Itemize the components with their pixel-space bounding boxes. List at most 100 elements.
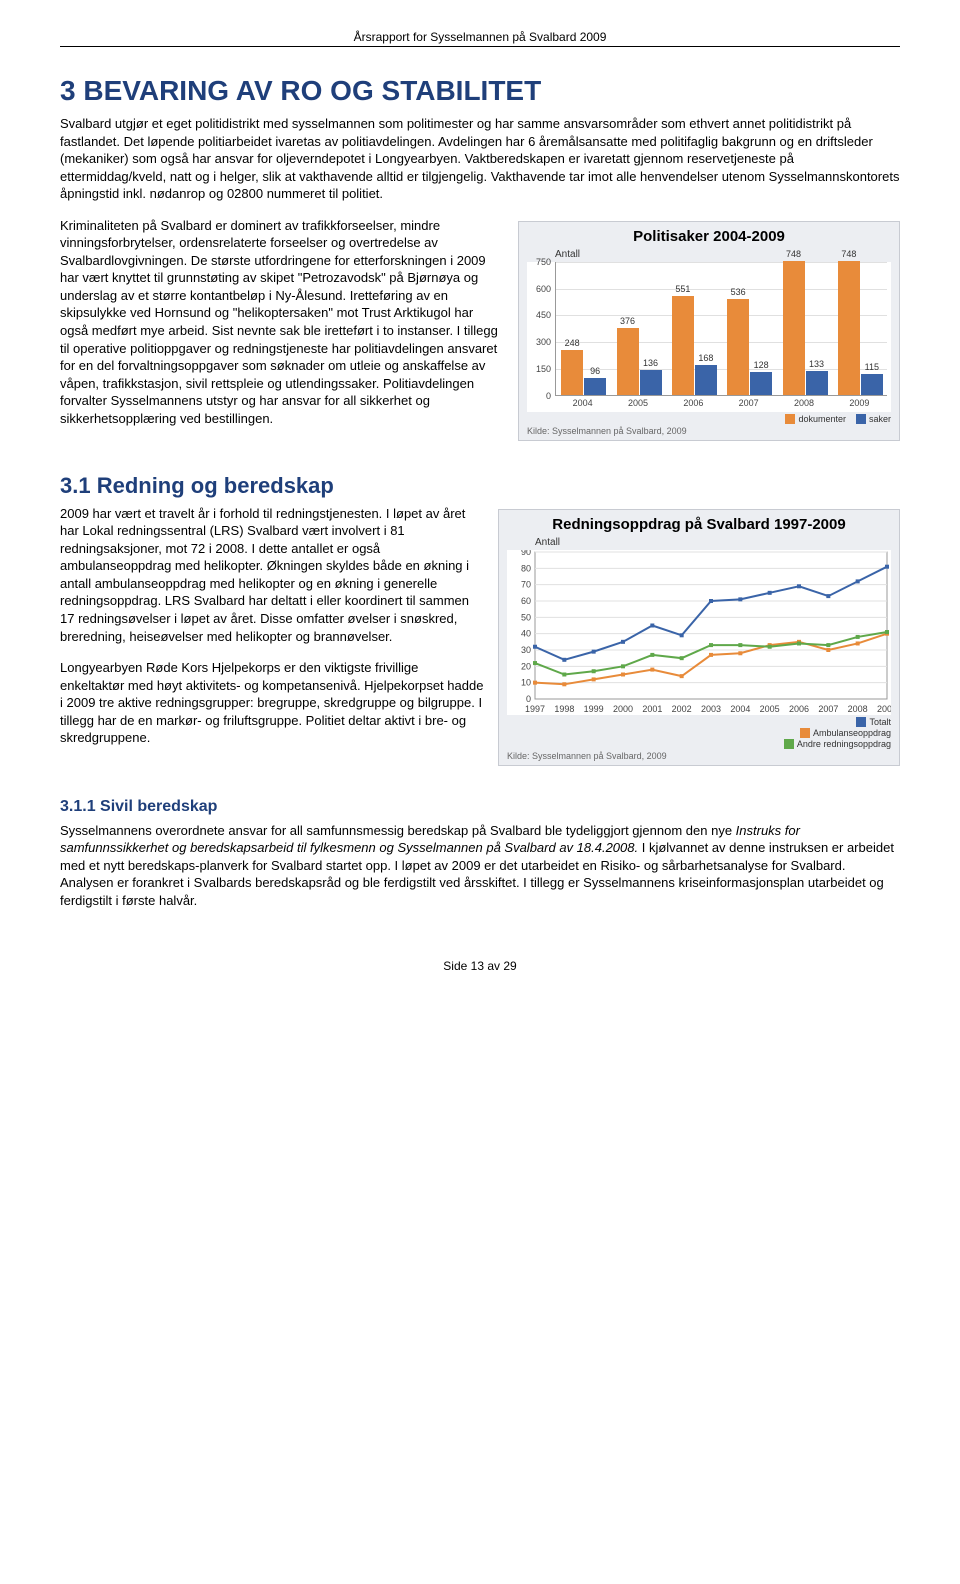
chart1-bar: 376 bbox=[617, 328, 639, 395]
chart1-bar: 748 bbox=[838, 261, 860, 395]
chart2-marker bbox=[562, 672, 566, 676]
chart1-xtick: 2006 bbox=[683, 398, 703, 408]
chart2-xtick: 2002 bbox=[672, 704, 692, 714]
chart1-xtick: 2009 bbox=[849, 398, 869, 408]
page-footer: Side 13 av 29 bbox=[60, 959, 900, 973]
chart2-marker bbox=[562, 682, 566, 686]
chart2-legend-item: Ambulanseoppdrag bbox=[800, 728, 891, 738]
chart1-bar-value: 748 bbox=[783, 249, 805, 259]
legend-swatch bbox=[856, 717, 866, 727]
chart2-legend-item: Andre redningsoppdrag bbox=[784, 739, 891, 749]
chart2-ytick: 80 bbox=[521, 563, 531, 573]
chart1-xtick: 2004 bbox=[573, 398, 593, 408]
chart1-bar: 248 bbox=[561, 350, 583, 394]
chart2-title: Redningsoppdrag på Svalbard 1997-2009 bbox=[507, 516, 891, 533]
chart2-marker bbox=[533, 661, 537, 665]
chart2-marker bbox=[650, 667, 654, 671]
chart2-marker bbox=[738, 597, 742, 601]
chart2-svg: 0102030405060708090199719981999200020012… bbox=[507, 550, 891, 715]
chart2-xtick: 2008 bbox=[848, 704, 868, 714]
chart2-ytick: 40 bbox=[521, 628, 531, 638]
chart2-marker bbox=[650, 653, 654, 657]
chart2-marker bbox=[680, 633, 684, 637]
chart1-bar-value: 133 bbox=[806, 359, 828, 369]
chart1-bar: 96 bbox=[584, 378, 606, 395]
chart2-ytick: 50 bbox=[521, 612, 531, 622]
chart2-marker bbox=[621, 664, 625, 668]
chart2-ytick: 90 bbox=[521, 550, 531, 557]
chart1-ytick: 150 bbox=[536, 364, 551, 374]
chart2-marker bbox=[592, 677, 596, 681]
chart1-xtick: 2007 bbox=[739, 398, 759, 408]
chart2-legend: TotaltAmbulanseoppdragAndre redningsoppd… bbox=[507, 717, 891, 749]
chart2-marker bbox=[826, 643, 830, 647]
chart1-xtick: 2005 bbox=[628, 398, 648, 408]
chart1-bar: 133 bbox=[806, 371, 828, 395]
chart2-marker bbox=[885, 564, 889, 568]
chart1-bar: 128 bbox=[750, 372, 772, 395]
chart2-marker bbox=[621, 640, 625, 644]
chart2-marker bbox=[650, 623, 654, 627]
chart2-xtick: 2005 bbox=[760, 704, 780, 714]
chart2-marker bbox=[533, 680, 537, 684]
chart1-bar: 115 bbox=[861, 374, 883, 395]
chart1-bar: 168 bbox=[695, 365, 717, 395]
chart2-plot-area: 0102030405060708090199719981999200020012… bbox=[507, 550, 891, 715]
redningsoppdrag-chart: Redningsoppdrag på Svalbard 1997-2009 An… bbox=[498, 509, 900, 766]
chart2-marker bbox=[826, 648, 830, 652]
chart1-legend: dokumenter saker bbox=[527, 414, 891, 424]
chart2-xtick: 1998 bbox=[554, 704, 574, 714]
chart1-ytick: 750 bbox=[536, 257, 551, 267]
chart1-xtick: 2008 bbox=[794, 398, 814, 408]
legend-swatch bbox=[784, 739, 794, 749]
chart2-legend-item: Totalt bbox=[856, 717, 891, 727]
chart2-marker bbox=[797, 641, 801, 645]
chart1-legend-item: dokumenter bbox=[785, 414, 846, 424]
section-3-para-1: Svalbard utgjør et eget politidistrikt m… bbox=[60, 115, 900, 203]
chart1-bar-value: 115 bbox=[861, 362, 883, 372]
para-text-a: Sysselmannens overordnete ansvar for all… bbox=[60, 823, 736, 838]
chart2-marker bbox=[856, 641, 860, 645]
chart2-ytick: 0 bbox=[526, 694, 531, 704]
chart1-title: Politisaker 2004-2009 bbox=[527, 228, 891, 245]
chart1-bar-value: 748 bbox=[838, 249, 860, 259]
chart2-marker bbox=[592, 669, 596, 673]
chart2-xtick: 2006 bbox=[789, 704, 809, 714]
section-3-1-body: Redningsoppdrag på Svalbard 1997-2009 An… bbox=[60, 505, 900, 774]
chart1-bar-value: 96 bbox=[584, 366, 606, 376]
chart2-xtick: 1999 bbox=[584, 704, 604, 714]
chart2-source: Kilde: Sysselmannen på Svalbard, 2009 bbox=[507, 751, 891, 761]
legend-label: Totalt bbox=[869, 717, 891, 727]
chart2-ytick: 60 bbox=[521, 596, 531, 606]
chart2-marker bbox=[738, 643, 742, 647]
chart2-marker bbox=[768, 591, 772, 595]
chart2-marker bbox=[797, 584, 801, 588]
chart1-bar: 536 bbox=[727, 299, 749, 395]
legend-label: dokumenter bbox=[798, 414, 846, 424]
section-3-body: Politisaker 2004-2009 Antall 01503004506… bbox=[60, 217, 900, 449]
chart2-marker bbox=[680, 674, 684, 678]
chart1-legend-item: saker bbox=[856, 414, 891, 424]
chart2-ylabel: Antall bbox=[535, 537, 891, 548]
chart2-marker bbox=[562, 658, 566, 662]
chart2-xtick: 2007 bbox=[818, 704, 838, 714]
chart1-ytick: 450 bbox=[536, 310, 551, 320]
chart1-ytick: 600 bbox=[536, 284, 551, 294]
legend-swatch bbox=[800, 728, 810, 738]
chart2-marker bbox=[885, 630, 889, 634]
chart1-bar: 551 bbox=[672, 296, 694, 394]
section-3-1-heading: 3.1 Redning og beredskap bbox=[60, 473, 900, 499]
chart2-ytick: 20 bbox=[521, 661, 531, 671]
chart2-xtick: 2001 bbox=[642, 704, 662, 714]
chart1-source: Kilde: Sysselmannen på Svalbard, 2009 bbox=[527, 426, 891, 436]
chart2-ytick: 30 bbox=[521, 645, 531, 655]
politisaker-chart: Politisaker 2004-2009 Antall 01503004506… bbox=[518, 221, 900, 441]
chart1-bar-value: 376 bbox=[617, 316, 639, 326]
section-3-heading: 3 BEVARING AV RO OG STABILITET bbox=[60, 75, 900, 107]
chart2-xtick: 2009 bbox=[877, 704, 891, 714]
chart2-marker bbox=[826, 594, 830, 598]
section-3-1-1-heading: 3.1.1 Sivil beredskap bbox=[60, 798, 900, 816]
chart2-marker bbox=[621, 672, 625, 676]
chart2-marker bbox=[709, 643, 713, 647]
chart1-ytick: 0 bbox=[546, 391, 551, 401]
